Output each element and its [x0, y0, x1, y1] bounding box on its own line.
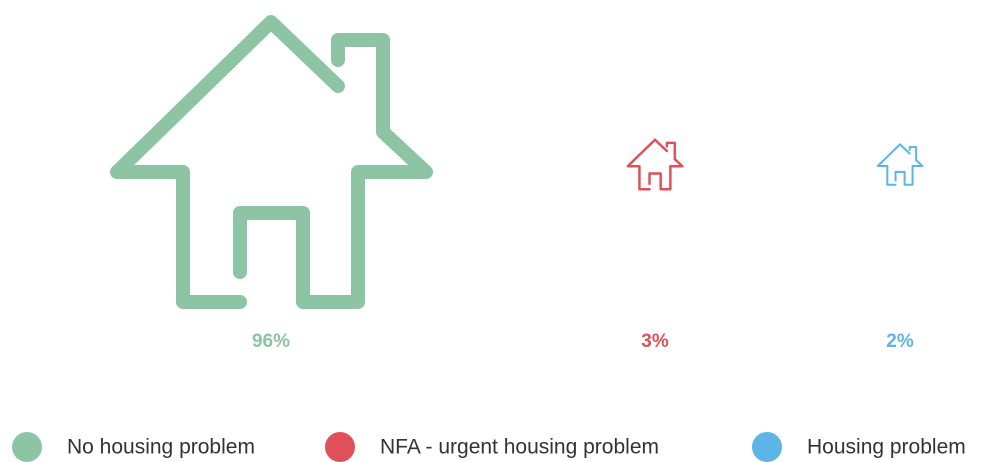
value-label: 96%	[252, 331, 290, 352]
house-outline	[626, 138, 684, 191]
house-icon	[876, 143, 924, 186]
legend-swatch	[752, 432, 782, 462]
legend-label: Housing problem	[807, 436, 966, 459]
house-icon	[110, 15, 433, 309]
house-outline	[876, 143, 924, 186]
legend-label: NFA - urgent housing problem	[380, 436, 659, 459]
legend-swatch	[12, 432, 42, 462]
legend-label: No housing problem	[67, 436, 255, 459]
value-label: 3%	[641, 331, 669, 352]
house-icon	[626, 138, 684, 191]
value-label: 2%	[886, 331, 914, 352]
house-outline	[110, 15, 433, 309]
legend-swatch	[325, 432, 355, 462]
